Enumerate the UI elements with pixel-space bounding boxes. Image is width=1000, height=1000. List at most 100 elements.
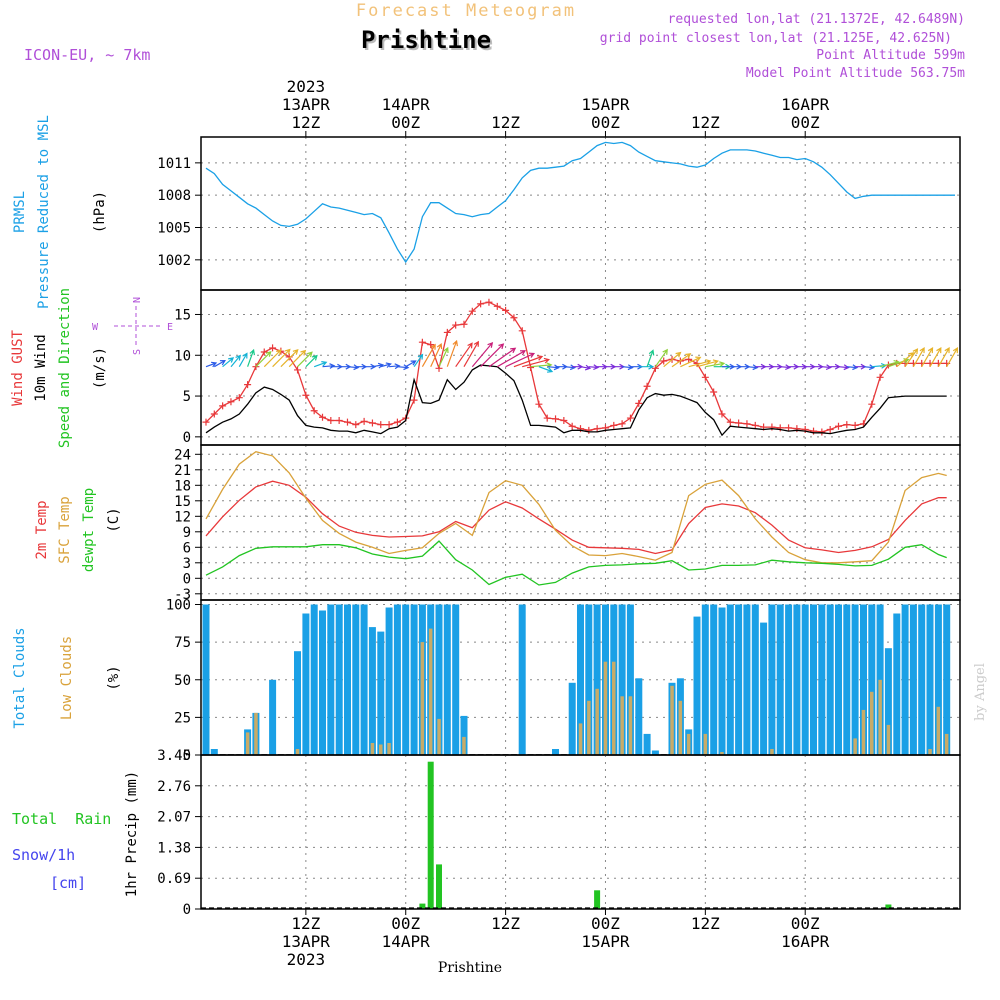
precip-unit: 1hr Precip (mm): [124, 771, 140, 897]
wind-direction-arrow: [838, 364, 850, 371]
wind-direction-arrow: [513, 355, 544, 368]
total-cloud-bar: [818, 604, 826, 755]
ytick-label: 9: [183, 525, 191, 541]
gust-marker: [518, 327, 526, 335]
model-label: ICON-EU, ~ 7km: [24, 46, 150, 64]
gust-marker: [793, 425, 801, 433]
total-cloud-bar: [860, 604, 867, 755]
wind-direction-arrow: [413, 353, 424, 368]
gust-marker: [535, 400, 543, 408]
wind-direction-arrow: [904, 348, 919, 368]
bottom-time-label: 13APR: [282, 932, 331, 951]
gust-marker: [701, 373, 709, 381]
requested-coords: requested lon,lat (21.1372E, 42.6489N): [668, 12, 965, 27]
low-cloud-bar: [628, 696, 633, 755]
total-cloud-bar: [435, 604, 443, 755]
gust-marker: [851, 421, 859, 429]
wind-direction-arrow: [297, 351, 313, 368]
total-cloud-bar: [452, 604, 460, 755]
bottom-time-label: 12Z: [491, 914, 520, 933]
gust-marker: [202, 418, 210, 426]
wind-direction-arrow: [705, 361, 726, 368]
rain-label: Total Rain: [12, 810, 111, 828]
gust-marker: [235, 394, 243, 402]
compass-e: E: [167, 322, 173, 333]
gust-marker: [335, 417, 343, 425]
total-cloud-bar: [377, 631, 385, 755]
wind-direction-arrow: [671, 353, 692, 368]
gust-marker: [635, 399, 643, 407]
ytick-label: 1005: [157, 221, 191, 237]
panel-frame-2: [200, 444, 961, 601]
wind-direction-arrow: [263, 349, 282, 368]
gust-marker: [327, 417, 335, 425]
total-cloud-bar: [585, 604, 593, 755]
wind-direction-arrow: [605, 363, 617, 370]
total-cloud-bar: [793, 604, 801, 755]
total-cloud-bar: [385, 607, 393, 755]
total-cloud-bar: [934, 604, 942, 755]
wind-direction-arrow: [912, 347, 925, 367]
rain-bar: [885, 904, 892, 909]
gust-marker: [385, 421, 393, 429]
gust-marker: [260, 348, 268, 356]
gust-marker: [610, 421, 618, 429]
gust-marker: [510, 314, 518, 322]
gust-marker: [585, 426, 593, 434]
total-cloud-bar: [743, 604, 751, 755]
ytick-label: 15: [174, 307, 191, 323]
low-cloud-bar: [870, 691, 874, 755]
total-cloud-bar: [693, 616, 701, 755]
ytick-label: 75: [174, 635, 191, 651]
gust-marker: [210, 410, 218, 418]
wind-direction-arrow: [247, 348, 255, 367]
total-cloud-bar: [635, 678, 643, 755]
bottom-time-label: 12Z: [291, 914, 320, 933]
top-time-label: 2023: [287, 77, 326, 96]
wind-direction-label: Speed and Direction: [57, 288, 73, 448]
wind-direction-arrow: [471, 341, 494, 368]
total-cloud-bar: [926, 604, 934, 755]
gust-marker: [219, 402, 227, 410]
wind-direction-arrow: [230, 354, 241, 368]
low-cloud-bar: [254, 712, 258, 755]
total-cloud-bar: [785, 604, 793, 755]
wind-direction-arrow: [788, 363, 800, 370]
top-time-label: 00Z: [791, 113, 820, 132]
low-cloud-bar: [861, 709, 866, 755]
t2m-label: 2m Temp: [34, 500, 50, 559]
wind-direction-arrow: [272, 348, 291, 368]
series-line-dewpt-temp: [205, 540, 947, 586]
gust-marker: [477, 300, 485, 308]
total-cloud-bar: [626, 604, 634, 755]
low-cloud-bar: [603, 661, 608, 755]
grid-point-coords: grid point closest lon,lat (21.125E, 42.…: [600, 31, 952, 46]
gust-marker: [826, 426, 834, 433]
plot-layer: 1002100510081011051015-30369121518212402…: [157, 77, 961, 969]
wind-direction-arrow: [214, 359, 226, 368]
total-cloud-bar: [593, 604, 601, 755]
total-cloud-bar: [402, 604, 410, 755]
bottom-time-label: 15APR: [581, 932, 630, 951]
total-cloud-bar: [884, 648, 892, 755]
panel-2: [195, 444, 961, 601]
rain-bar: [419, 903, 426, 909]
low-cloud-bar: [612, 661, 616, 755]
wind-direction-arrow: [746, 364, 759, 371]
total-cloud-bar: [568, 682, 576, 755]
ytick-label: 1008: [157, 188, 191, 204]
wind-unit: (m/s): [92, 347, 108, 389]
wind-direction-arrow: [830, 363, 841, 370]
wind-direction-arrow: [538, 366, 554, 373]
gust-marker: [626, 414, 634, 422]
point-altitude: Point Altitude 599m: [816, 48, 965, 63]
wind-direction-arrow: [480, 343, 505, 368]
gust-marker: [776, 424, 784, 432]
top-time-label: 00Z: [391, 113, 420, 132]
total-cloud-bar: [294, 651, 301, 755]
wind-direction-arrow: [405, 360, 417, 368]
prmsl-unit: (hPa): [92, 191, 108, 233]
meteogram-subtitle: Forecast Meteogram: [356, 1, 576, 21]
ytick-label: 18: [174, 478, 191, 494]
ytick-label: 6: [183, 540, 191, 556]
